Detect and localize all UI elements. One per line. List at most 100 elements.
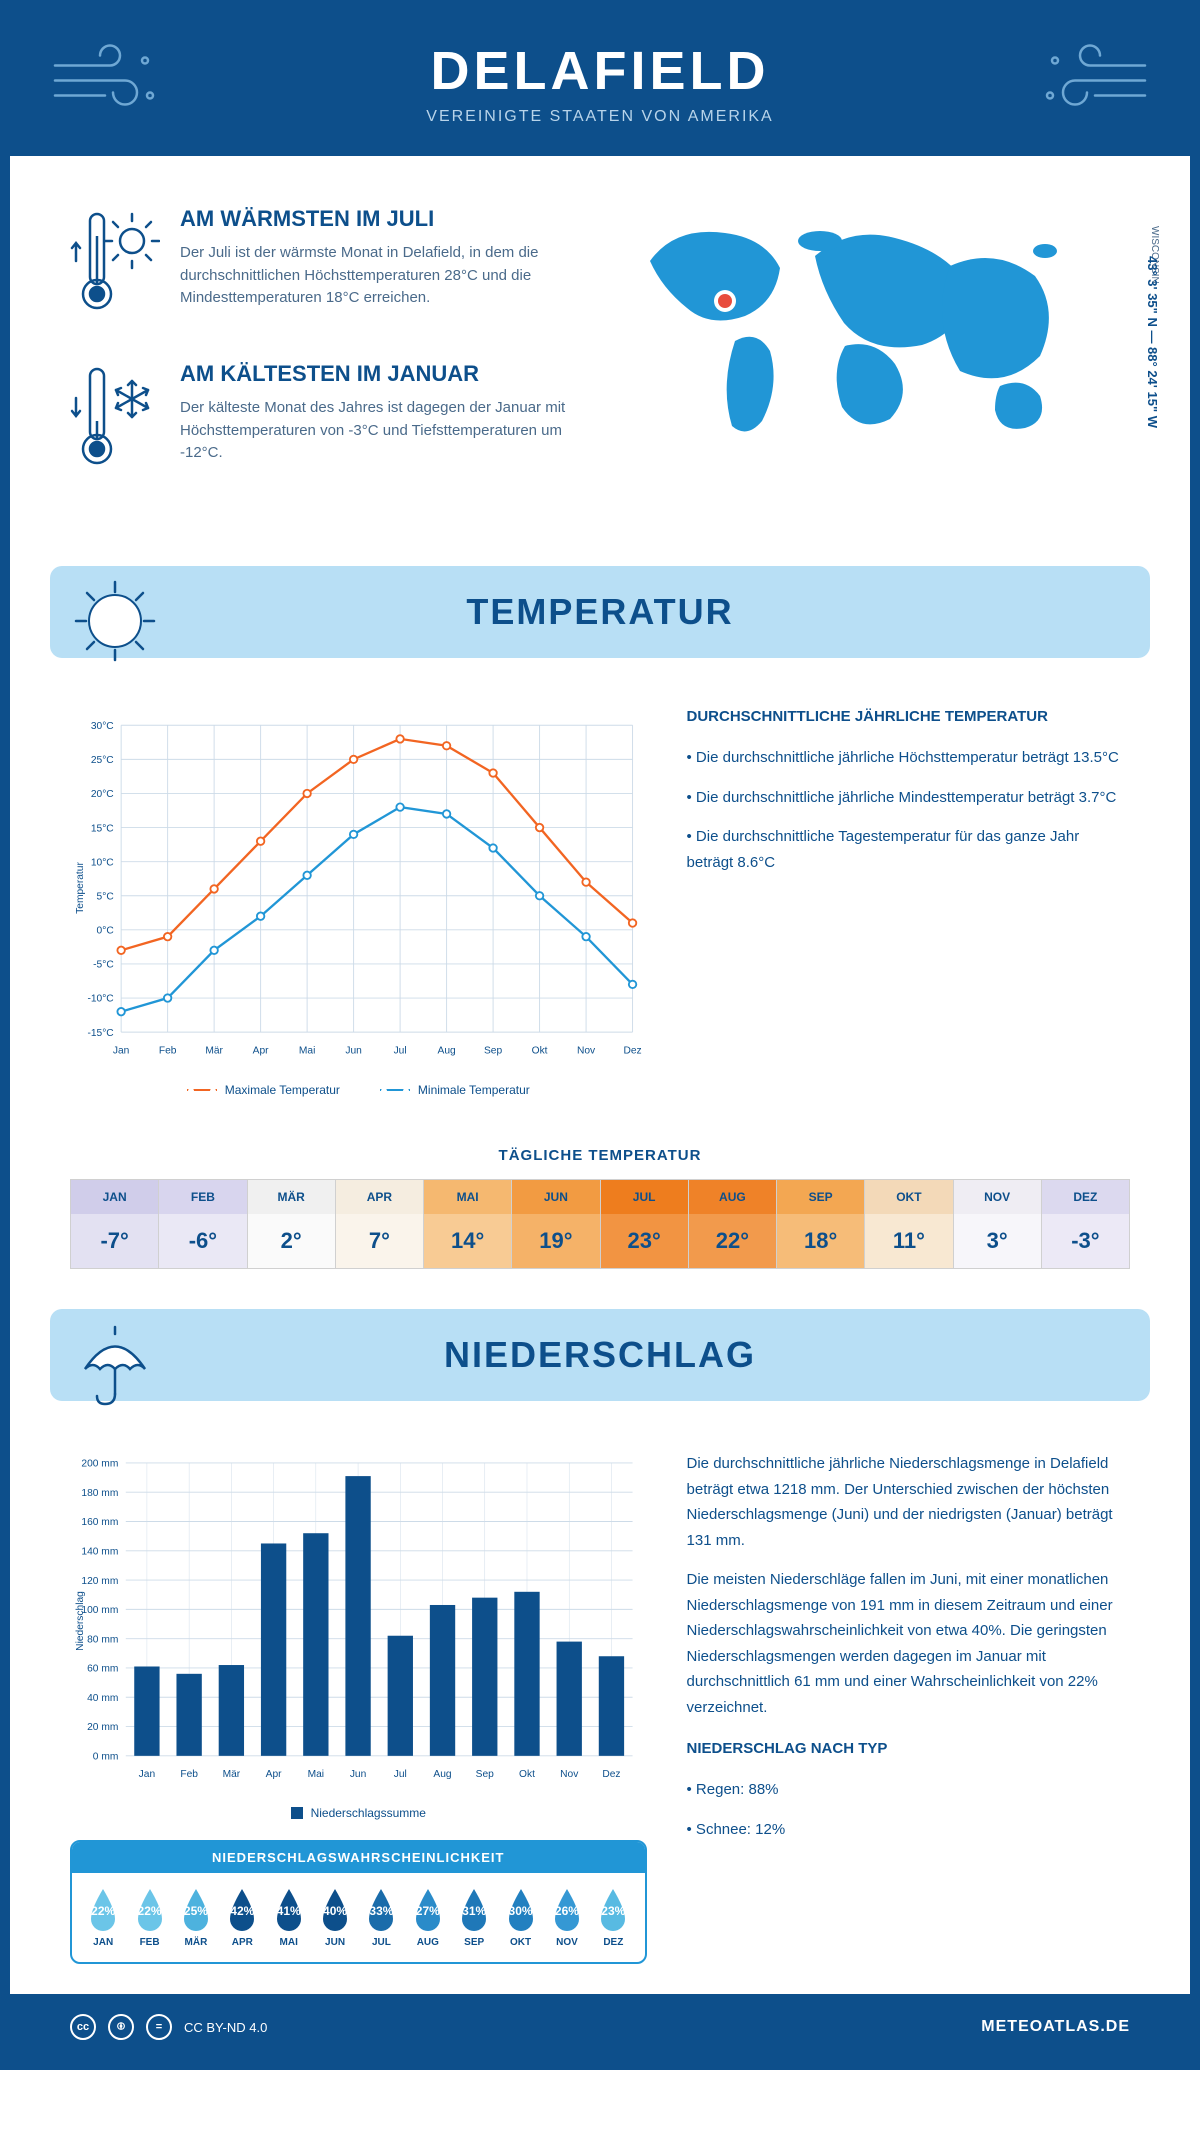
prob-item: 27%AUG	[407, 1887, 449, 1948]
svg-text:30°C: 30°C	[91, 721, 114, 732]
nd-icon: =	[146, 2014, 172, 2040]
svg-text:120 mm: 120 mm	[81, 1576, 118, 1587]
precip-legend: Niederschlagssumme	[70, 1806, 647, 1820]
prob-box: NIEDERSCHLAGSWAHRSCHEINLICHKEIT 22%JAN22…	[70, 1840, 647, 1964]
svg-text:Temperatur: Temperatur	[75, 862, 86, 914]
legend-max-label: Maximale Temperatur	[225, 1083, 340, 1097]
prob-item: 42%APR	[221, 1887, 263, 1948]
temp-cell: JAN-7°	[71, 1180, 159, 1268]
svg-text:Jan: Jan	[139, 1769, 156, 1780]
warm-block: AM WÄRMSTEN IM JULI Der Juli ist der wär…	[70, 206, 580, 321]
svg-text:Jul: Jul	[394, 1046, 407, 1057]
svg-text:160 mm: 160 mm	[81, 1517, 118, 1528]
svg-text:Jun: Jun	[350, 1769, 367, 1780]
precip-p1: Die durchschnittliche jährliche Niedersc…	[687, 1451, 1130, 1553]
legend-min: Minimale Temperatur	[380, 1083, 530, 1097]
thermometer-snow-icon	[70, 361, 160, 476]
cold-block: AM KÄLTESTEN IM JANUAR Der kälteste Mona…	[70, 361, 580, 476]
daily-temp-title: TÄGLICHE TEMPERATUR	[10, 1147, 1190, 1164]
svg-text:-10°C: -10°C	[87, 994, 113, 1005]
svg-text:Sep: Sep	[484, 1046, 502, 1057]
warm-desc: Der Juli ist der wärmste Monat in Delafi…	[180, 242, 580, 310]
svg-text:15°C: 15°C	[91, 823, 114, 834]
coords-label: 43° 3' 35" N — 88° 24' 15" W	[1145, 256, 1160, 428]
temp-side-text: DURCHSCHNITTLICHE JÄHRLICHE TEMPERATUR •…	[687, 708, 1130, 1097]
precip-p2: Die meisten Niederschläge fallen im Juni…	[687, 1567, 1130, 1720]
by-icon: 🅯	[108, 2014, 134, 2040]
temp-side-p2: • Die durchschnittliche jährliche Mindes…	[687, 785, 1130, 811]
temp-cell: JUL23°	[601, 1180, 689, 1268]
page-subtitle: VEREINIGTE STAATEN VON AMERIKA	[50, 108, 1150, 126]
svg-text:Jul: Jul	[394, 1769, 407, 1780]
precip-heading: NIEDERSCHLAG	[110, 1334, 1090, 1376]
svg-text:-5°C: -5°C	[93, 960, 114, 971]
svg-text:Apr: Apr	[266, 1769, 282, 1780]
temp-cell: DEZ-3°	[1042, 1180, 1129, 1268]
svg-text:Mär: Mär	[223, 1769, 241, 1780]
svg-text:Dez: Dez	[623, 1046, 641, 1057]
temp-side-p3: • Die durchschnittliche Tagestemperatur …	[687, 824, 1130, 875]
prob-item: 30%OKT	[499, 1887, 541, 1948]
prob-item: 25%MÄR	[175, 1887, 217, 1948]
svg-text:Aug: Aug	[433, 1769, 451, 1780]
svg-text:Mai: Mai	[299, 1046, 315, 1057]
prob-item: 22%FEB	[128, 1887, 170, 1948]
svg-text:Feb: Feb	[159, 1046, 177, 1057]
svg-text:5°C: 5°C	[97, 891, 114, 902]
temp-cell: MAI14°	[424, 1180, 512, 1268]
svg-text:Nov: Nov	[560, 1769, 579, 1780]
precip-chart-row: 0 mm20 mm40 mm60 mm80 mm100 mm120 mm140 …	[10, 1421, 1190, 1994]
footer-site: METEOATLAS.DE	[981, 2018, 1130, 2036]
thermometer-sun-icon	[70, 206, 160, 321]
precip-banner: NIEDERSCHLAG	[50, 1309, 1150, 1401]
temp-cell: FEB-6°	[159, 1180, 247, 1268]
world-map-icon	[620, 206, 1080, 446]
precip-type-title: NIEDERSCHLAG NACH TYP	[687, 1740, 1130, 1757]
wind-icon-right	[1040, 41, 1150, 126]
svg-text:Jan: Jan	[113, 1046, 130, 1057]
svg-text:0°C: 0°C	[97, 926, 114, 937]
intro-section: AM WÄRMSTEN IM JULI Der Juli ist der wär…	[10, 156, 1190, 546]
legend-max: Maximale Temperatur	[187, 1083, 340, 1097]
svg-text:80 mm: 80 mm	[87, 1634, 118, 1645]
warm-title: AM WÄRMSTEN IM JULI	[180, 206, 580, 232]
daily-temp-grid: JAN-7°FEB-6°MÄR2°APR7°MAI14°JUN19°JUL23°…	[70, 1179, 1130, 1269]
precip-side-text: Die durchschnittliche jährliche Niedersc…	[687, 1451, 1130, 1964]
warm-text: AM WÄRMSTEN IM JULI Der Juli ist der wär…	[180, 206, 580, 321]
cold-desc: Der kälteste Monat des Jahres ist dagege…	[180, 397, 580, 465]
page-title: DELAFIELD	[50, 40, 1150, 102]
prob-item: 23%DEZ	[592, 1887, 634, 1948]
temp-legend: Maximale Temperatur Minimale Temperatur	[70, 1083, 647, 1097]
svg-text:Feb: Feb	[180, 1769, 198, 1780]
svg-text:Mai: Mai	[308, 1769, 324, 1780]
temp-cell: NOV3°	[954, 1180, 1042, 1268]
prob-item: 22%JAN	[82, 1887, 124, 1948]
cold-title: AM KÄLTESTEN IM JANUAR	[180, 361, 580, 387]
prob-item: 31%SEP	[453, 1887, 495, 1948]
svg-text:Mär: Mär	[205, 1046, 223, 1057]
intro-left: AM WÄRMSTEN IM JULI Der Juli ist der wär…	[70, 206, 580, 516]
temp-cell: OKT11°	[865, 1180, 953, 1268]
temp-cell: APR7°	[336, 1180, 424, 1268]
svg-text:180 mm: 180 mm	[81, 1488, 118, 1499]
temp-cell: JUN19°	[512, 1180, 600, 1268]
svg-text:Apr: Apr	[253, 1046, 269, 1057]
svg-text:Aug: Aug	[438, 1046, 456, 1057]
svg-text:Nov: Nov	[577, 1046, 596, 1057]
svg-text:0 mm: 0 mm	[93, 1752, 119, 1763]
svg-text:-15°C: -15°C	[87, 1028, 113, 1039]
svg-text:25°C: 25°C	[91, 755, 114, 766]
legend-precip: Niederschlagssumme	[291, 1806, 426, 1820]
temp-cell: SEP18°	[777, 1180, 865, 1268]
svg-text:Okt: Okt	[532, 1046, 548, 1057]
prob-item: 33%JUL	[360, 1887, 402, 1948]
svg-text:Dez: Dez	[602, 1769, 620, 1780]
footer-license: cc 🅯 = CC BY-ND 4.0	[70, 2014, 267, 2040]
temp-chart-row: -15°C-10°C-5°C0°C5°C10°C15°C20°C25°C30°C…	[10, 678, 1190, 1127]
prob-item: 41%MAI	[268, 1887, 310, 1948]
cc-icon: cc	[70, 2014, 96, 2040]
page: DELAFIELD VEREINIGTE STAATEN VON AMERIKA…	[0, 0, 1200, 2070]
svg-text:40 mm: 40 mm	[87, 1693, 118, 1704]
prob-title: NIEDERSCHLAGSWAHRSCHEINLICHKEIT	[72, 1842, 645, 1873]
temp-side-title: DURCHSCHNITTLICHE JÄHRLICHE TEMPERATUR	[687, 708, 1130, 725]
